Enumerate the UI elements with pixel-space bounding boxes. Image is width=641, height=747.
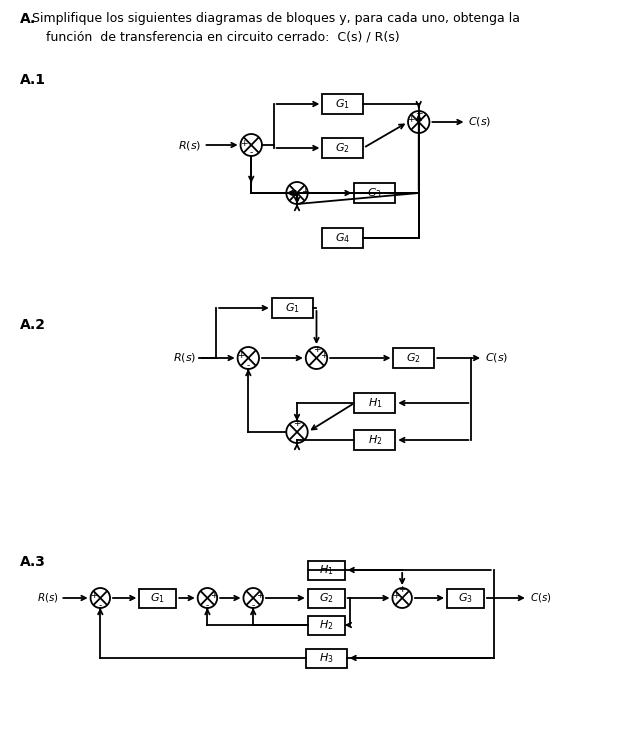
Text: A.1: A.1 (19, 73, 46, 87)
Text: Simplifique los siguientes diagramas de bloques y, para cada uno, obtenga la: Simplifique los siguientes diagramas de … (32, 12, 520, 25)
Text: $R(s)$: $R(s)$ (37, 592, 58, 604)
Bar (322, 138, 363, 158)
Bar (354, 183, 395, 203)
Bar (139, 589, 176, 607)
Text: $G_2$: $G_2$ (335, 141, 350, 155)
Text: $R(s)$: $R(s)$ (178, 138, 201, 152)
Text: $C(s)$: $C(s)$ (485, 352, 508, 365)
Text: +: + (90, 592, 97, 601)
Text: $G_3$: $G_3$ (367, 186, 382, 200)
Text: $G_3$: $G_3$ (458, 591, 473, 605)
Text: $H_3$: $H_3$ (319, 651, 333, 665)
Text: $H_1$: $H_1$ (367, 396, 382, 410)
Text: $G_4$: $G_4$ (335, 231, 351, 245)
Text: $R(s)$: $R(s)$ (174, 352, 197, 365)
Text: +: + (392, 592, 399, 601)
Text: -: - (296, 196, 299, 205)
Text: $G_1$: $G_1$ (151, 591, 165, 605)
Bar (354, 430, 395, 450)
Text: A.: A. (19, 12, 36, 26)
Bar (306, 648, 347, 668)
Text: $H_2$: $H_2$ (368, 433, 382, 447)
Text: +: + (301, 187, 308, 196)
Text: +: + (293, 420, 301, 429)
Bar (272, 298, 313, 318)
Bar (308, 560, 345, 580)
Text: A.3: A.3 (19, 555, 46, 569)
Text: $G_1$: $G_1$ (285, 301, 299, 315)
Text: $C(s)$: $C(s)$ (529, 592, 551, 604)
Text: +: + (237, 352, 244, 361)
Bar (308, 589, 345, 607)
Bar (322, 94, 363, 114)
Bar (308, 616, 345, 634)
Text: -: - (206, 601, 209, 610)
Text: +: + (210, 592, 218, 601)
Text: función  de transferencia en circuito cerrado:  C(s) / R(s): función de transferencia en circuito cer… (46, 30, 399, 43)
Bar (322, 228, 363, 248)
Bar (394, 348, 435, 368)
Text: $G_1$: $G_1$ (335, 97, 350, 111)
Text: -: - (247, 362, 250, 371)
Text: A.2: A.2 (19, 318, 46, 332)
Text: -: - (99, 601, 102, 610)
Text: $C(s)$: $C(s)$ (469, 116, 492, 128)
Bar (447, 589, 484, 607)
Bar (354, 393, 395, 413)
Text: $G_2$: $G_2$ (319, 591, 333, 605)
Text: +: + (407, 116, 415, 125)
Text: +: + (415, 110, 422, 119)
Text: $H_2$: $H_2$ (319, 618, 333, 632)
Text: -: - (296, 436, 299, 444)
Text: +: + (256, 592, 263, 601)
Text: -: - (251, 601, 255, 610)
Text: $G_2$: $G_2$ (406, 351, 421, 365)
Text: +: + (399, 586, 406, 595)
Text: -: - (249, 149, 253, 158)
Text: $H_1$: $H_1$ (319, 563, 333, 577)
Text: +: + (313, 346, 320, 355)
Text: +: + (320, 352, 328, 361)
Text: +: + (240, 138, 247, 147)
